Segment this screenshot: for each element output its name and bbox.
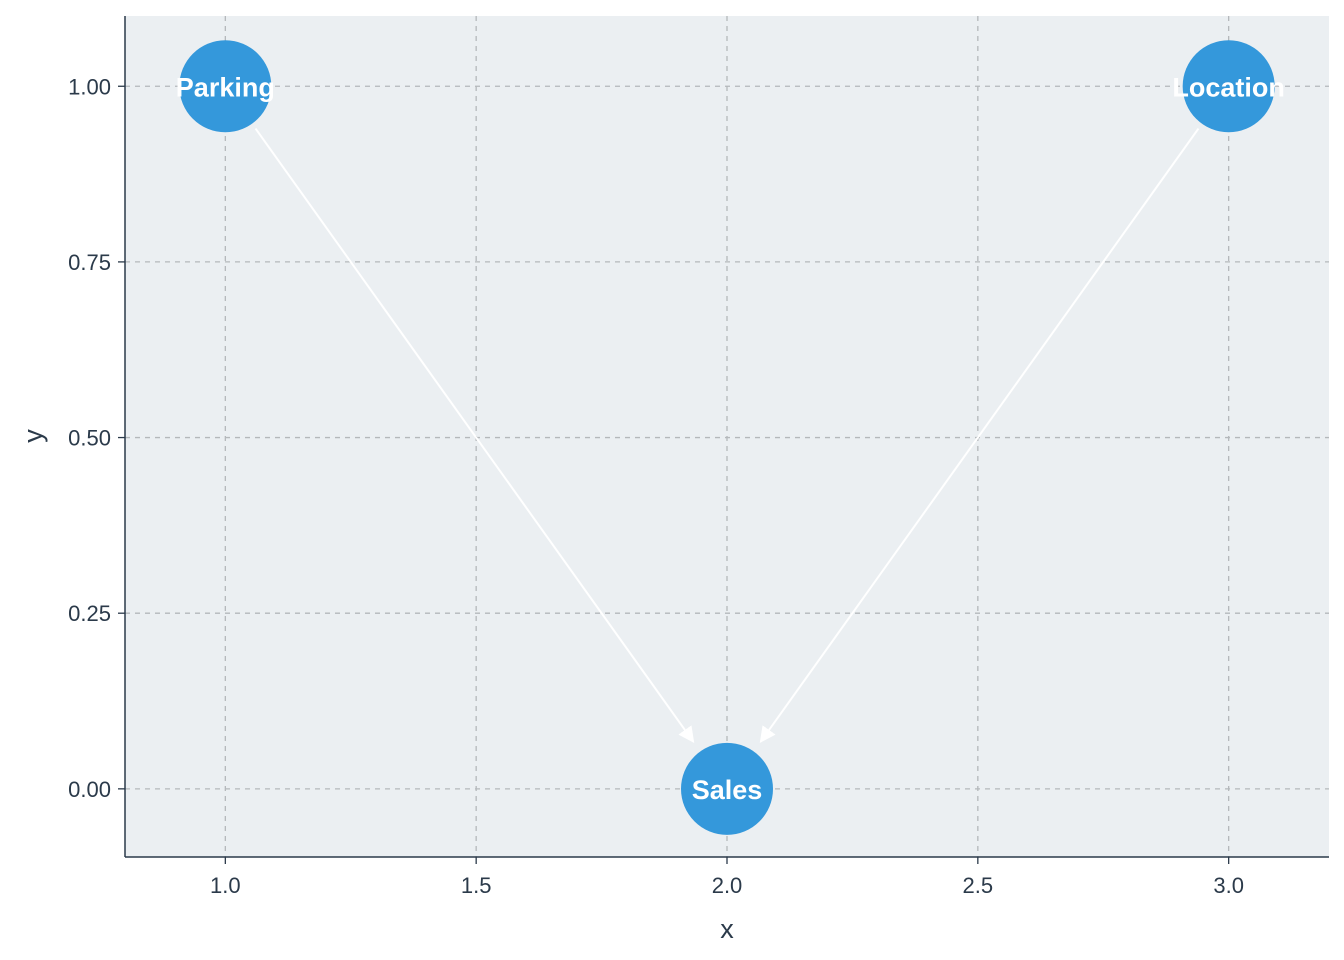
x-tick-label: 1.0 bbox=[210, 873, 241, 898]
y-tick-label: 0.50 bbox=[68, 426, 111, 451]
x-tick-label: 2.5 bbox=[963, 873, 994, 898]
node-circle bbox=[681, 742, 773, 835]
node-circle bbox=[179, 40, 272, 133]
y-tick-label: 0.25 bbox=[68, 601, 111, 626]
node-label: Sales bbox=[692, 775, 763, 805]
y-tick-label: 0.75 bbox=[68, 250, 111, 275]
node-circle bbox=[1182, 40, 1275, 133]
y-tick-label: 1.00 bbox=[68, 74, 111, 99]
x-tick-label: 3.0 bbox=[1213, 873, 1244, 898]
node-label: Location bbox=[1172, 72, 1285, 102]
x-tick-label: 1.5 bbox=[461, 873, 492, 898]
node-sales: Sales bbox=[681, 742, 773, 835]
y-axis-title: y bbox=[18, 429, 48, 443]
x-tick-label: 2.0 bbox=[712, 873, 743, 898]
edge-location-to-sales bbox=[759, 127, 1200, 743]
node-label: Parking bbox=[176, 72, 275, 102]
node-location: Location bbox=[1172, 40, 1285, 133]
edge-parking-to-sales bbox=[254, 127, 695, 743]
edges bbox=[254, 127, 1200, 743]
node-parking: Parking bbox=[176, 40, 275, 133]
y-axis-ticks: 0.00 0.25 0.50 0.75 1.00 bbox=[68, 74, 125, 802]
nodes: Parking Location Sales bbox=[176, 40, 1285, 835]
x-axis-ticks: 1.0 1.5 2.0 2.5 3.0 bbox=[210, 857, 1244, 898]
x-axis-title: x bbox=[720, 914, 734, 944]
y-tick-label: 0.00 bbox=[68, 777, 111, 802]
